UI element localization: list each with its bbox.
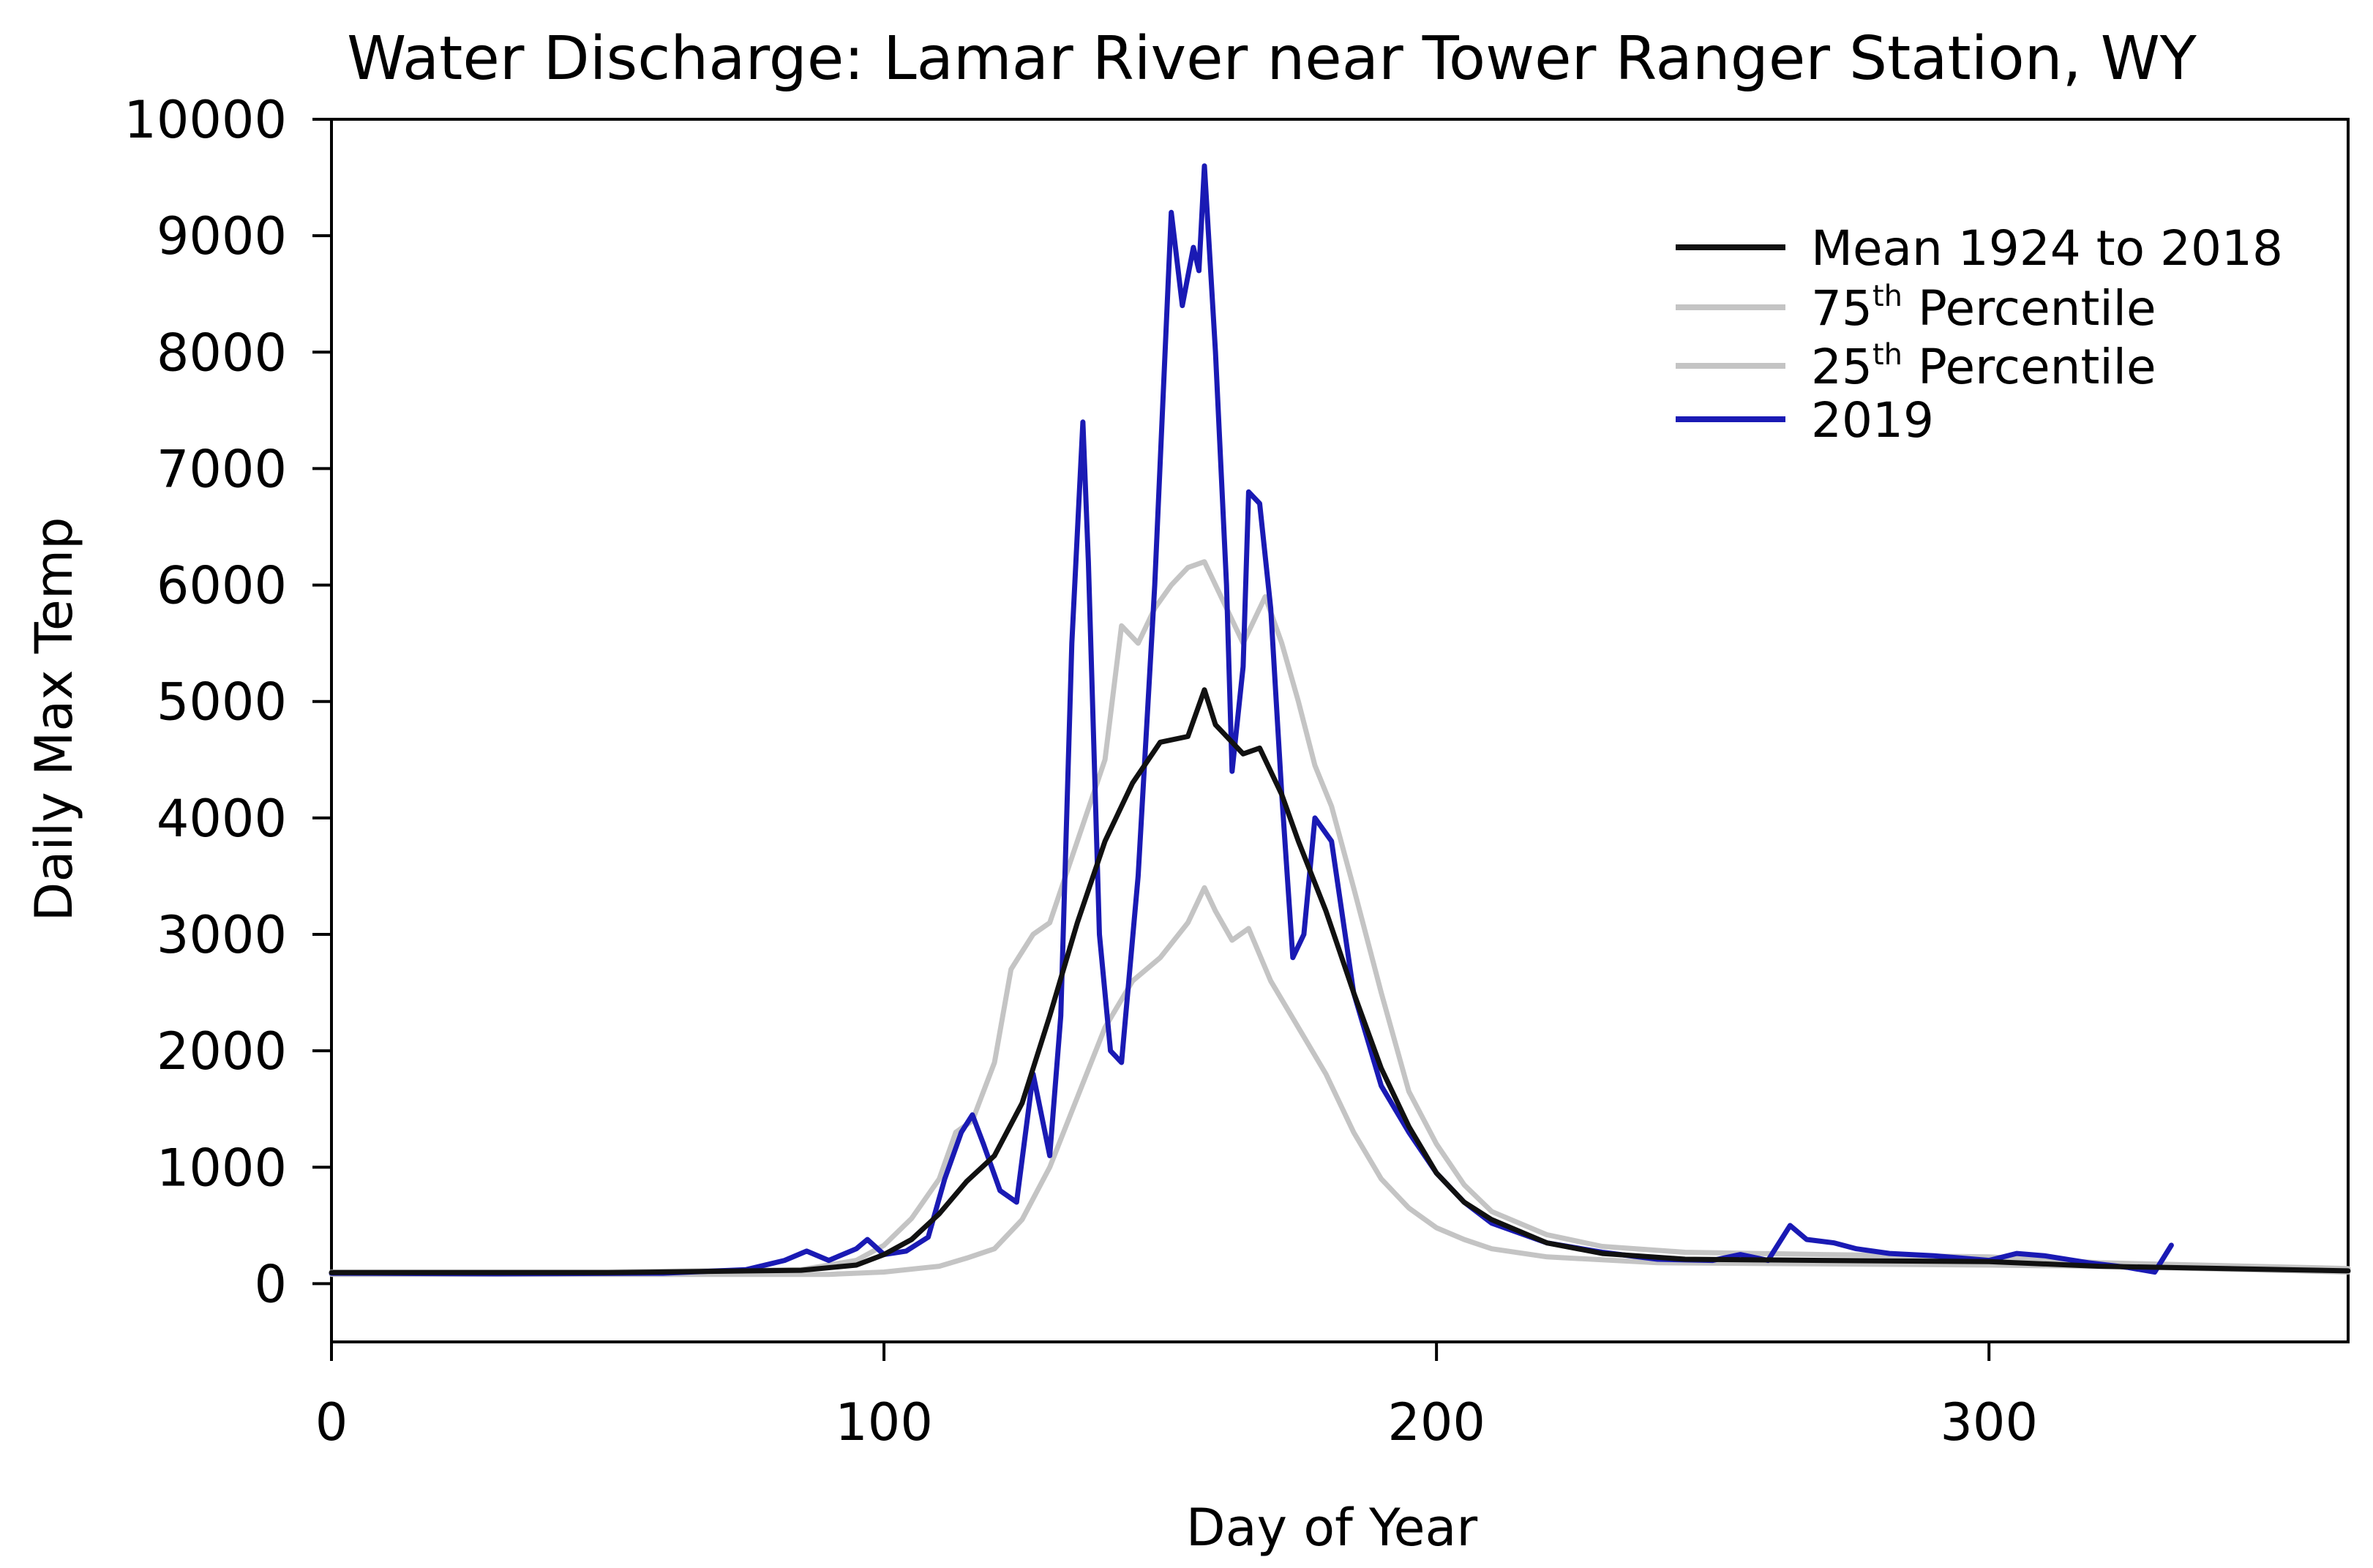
legend-label-y2019: 2019 [1811, 392, 1934, 449]
y-tick-label: 2000 [157, 1021, 287, 1081]
y-tick-label: 4000 [157, 789, 287, 849]
y-tick-label: 6000 [157, 556, 287, 616]
x-axis: 0 100 200 300 [315, 1342, 2038, 1452]
x-tick-label: 100 [835, 1392, 933, 1452]
y-tick-label: 0 [254, 1254, 287, 1314]
series-line-p25 [329, 885, 2351, 1278]
y-tick-label: 1000 [157, 1138, 287, 1198]
plot-frame [330, 118, 2350, 1343]
y-axis: 0 1000 2000 3000 4000 5000 6000 7000 8000 9000 100… [124, 90, 331, 1314]
x-tick-label: 200 [1387, 1392, 1485, 1452]
y-tick-label: 9000 [157, 206, 287, 266]
x-tick-label: 300 [1940, 1392, 2038, 1452]
x-axis-label: Day of Year [1186, 1498, 1478, 1558]
y-tick-label: 10000 [124, 90, 287, 150]
y-tick-label: 8000 [157, 323, 287, 383]
series-line-y2019 [329, 163, 2174, 1277]
legend-label-p25: 25th Percentile [1811, 338, 2156, 395]
y-tick-label: 5000 [157, 672, 287, 732]
series-line-p75 [329, 559, 2351, 1275]
chart-title: Water Discharge: Lamar River near Tower … [347, 24, 2197, 94]
series-line-mean [329, 687, 2351, 1275]
y-axis-label: Daily Max Temp [24, 517, 84, 922]
series-layer [329, 163, 2351, 1278]
y-tick-label: 3000 [157, 905, 287, 965]
legend-label-p75: 75th Percentile [1811, 280, 2156, 337]
y-tick-label: 7000 [157, 439, 287, 499]
legend-label-mean: Mean 1924 to 2018 [1811, 220, 2283, 277]
x-tick-label: 0 [315, 1392, 348, 1452]
